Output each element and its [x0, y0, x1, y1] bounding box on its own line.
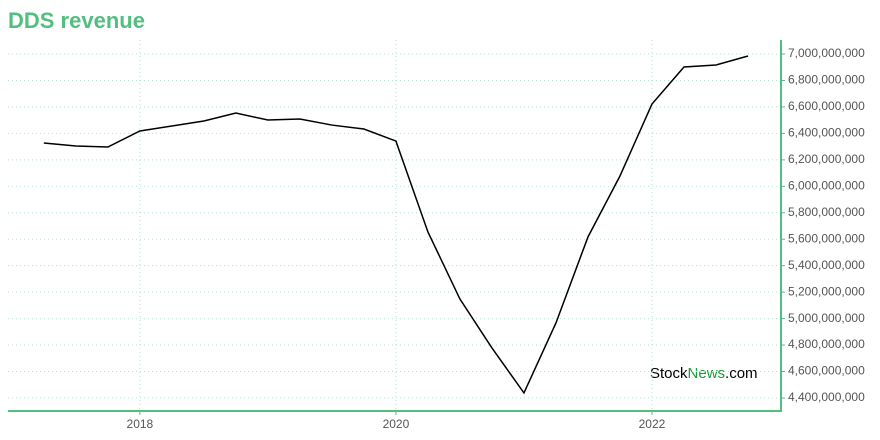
y-tick-label: 6,800,000,000 [788, 73, 865, 87]
watermark: StockNews.com [650, 365, 758, 382]
y-tick-label: 6,200,000,000 [788, 152, 865, 166]
y-tick-label: 5,800,000,000 [788, 205, 865, 219]
x-tick-label: 2020 [383, 417, 410, 431]
watermark-part: .com [725, 365, 758, 382]
y-tick-label: 6,600,000,000 [788, 99, 865, 113]
watermark-part: News [688, 365, 726, 382]
y-tick-label: 4,600,000,000 [788, 364, 865, 378]
y-tick-label: 5,000,000,000 [788, 311, 865, 325]
y-tick-label: 6,000,000,000 [788, 178, 865, 192]
y-tick-label: 5,200,000,000 [788, 284, 865, 298]
x-tick-label: 2022 [639, 417, 666, 431]
x-tick-label: 2018 [127, 417, 154, 431]
y-tick-label: 4,400,000,000 [788, 390, 865, 404]
line [43, 55, 749, 395]
chart-title: DDS revenue [8, 8, 145, 33]
y-tick-label: 5,600,000,000 [788, 231, 865, 245]
y-tick-label: 6,400,000,000 [788, 126, 865, 140]
y-tick-label: 4,800,000,000 [788, 337, 865, 351]
watermark-part: Stock [650, 365, 688, 382]
y-tick-label: 5,400,000,000 [788, 258, 865, 272]
y-tick-label: 7,000,000,000 [788, 46, 865, 60]
